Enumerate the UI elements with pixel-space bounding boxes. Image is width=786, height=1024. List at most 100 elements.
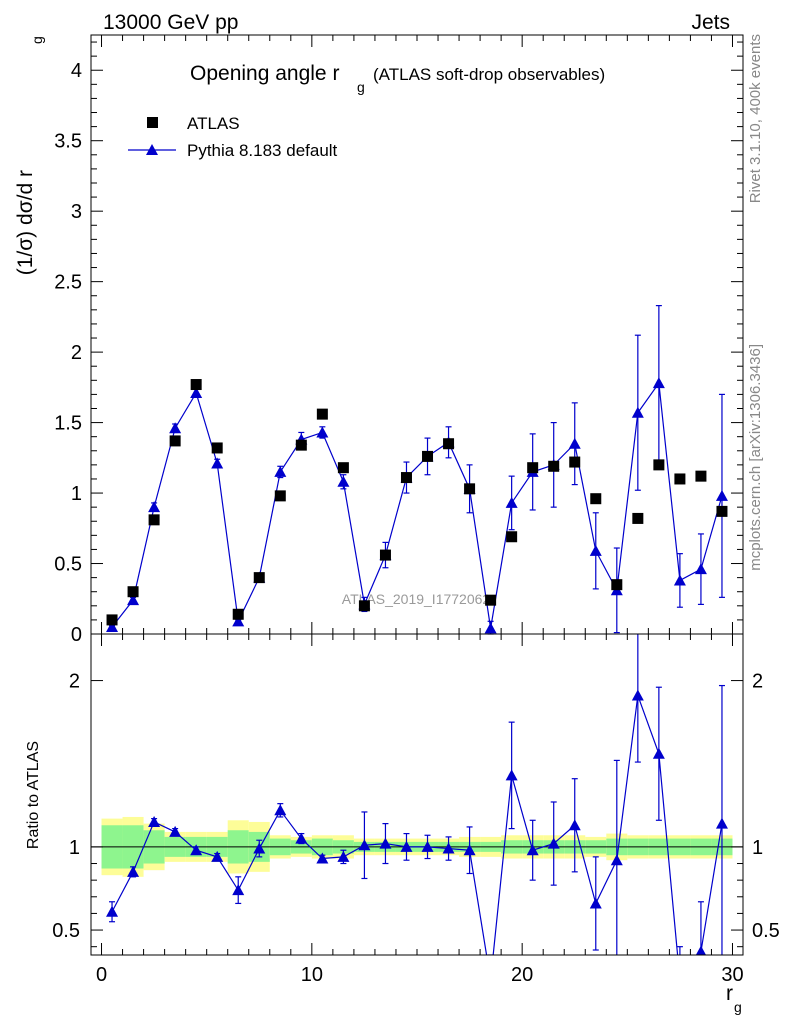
y-tick-label: 0 [71,624,82,646]
ratio-y-tick-label: 1 [69,837,80,859]
main-y-axis: 0 0.5 1 1.5 2 2.5 3 3.5 4 [54,41,743,646]
ratio-point [715,817,728,829]
ratio-point [148,815,161,827]
data-point [716,505,728,517]
data-point [506,531,518,543]
mc-point [106,620,119,632]
ratio-point [253,842,266,854]
data-point [190,379,202,391]
ratio-point [652,747,665,759]
legend-data-label: ATLAS [187,114,240,133]
ratio-point [526,844,539,856]
data-point [569,456,581,468]
ratio-point [211,850,224,862]
main-panel: 0 0.5 1 1.5 2 2.5 3 3.5 4 ATLAS_2019_I1772062 Op… [14,34,744,646]
mc-point [568,437,581,449]
ratio-point [442,842,455,854]
data-point [548,460,560,472]
data-point [316,408,328,420]
mc-point [232,615,245,627]
mcplots-label: mcplots.cern.ch [arXiv:1306.3436] [747,344,764,571]
ratio-point [674,974,686,985]
y-tick-label: 1 [71,483,82,505]
data-point [695,470,707,482]
y-axis-label: (1/σ) dσ/d r [14,170,37,275]
mc-point [337,475,350,487]
ratio-point [400,840,413,852]
ratio-point [610,854,623,866]
data-point [400,472,412,484]
ratio-y-axis: 0.5 0.5 1 1 2 2 [52,671,780,948]
ratio-point [695,945,707,955]
ratio-point [190,844,203,856]
data-point [653,459,665,471]
x-axis-label-sub: g [734,999,742,1015]
data-point [611,579,623,591]
ratio-point [106,905,119,917]
data-point [295,439,307,451]
chart-title: Opening angle r [190,62,339,85]
x-tick-label: 10 [301,964,323,986]
ratio-point [232,884,245,896]
y-tick-label: 3.5 [54,131,82,153]
ratio-point [568,819,581,831]
mc-point [673,574,686,586]
mc-point [316,426,329,438]
ratio-y-tick-label: 2 [69,671,80,693]
ratio-point [631,689,644,701]
x-axis-label: r [726,982,733,1005]
data-point [169,435,181,447]
data-point [590,493,602,505]
ratio-y-axis-label: Ratio to ATLAS [25,741,42,849]
data-point [422,450,434,462]
ratio-point [358,839,371,851]
data-point [443,438,455,450]
data-point [674,473,686,485]
mc-point [148,501,161,513]
mc-point [211,457,224,469]
y-tick-label: 4 [71,60,82,82]
mc-point [127,594,140,606]
data-point [632,512,644,524]
ratio-point [337,850,350,862]
y-axis-label-main: (1/σ) dσ/d r [14,170,37,275]
data-point [253,572,265,584]
data-point [148,514,160,526]
mc-point [589,544,602,556]
ratio-point [295,832,308,844]
data-point [464,483,476,495]
legend-mc-label: Pythia 8.183 default [187,141,338,160]
ratio-line [111,695,723,955]
mc-point [505,496,518,508]
y-tick-label: 3 [71,201,82,223]
ratio-y-tick-label-right: 0.5 [752,920,780,942]
legend-data-marker [147,117,158,128]
data-point [379,549,391,561]
ratio-y-tick-label-right: 2 [752,671,763,693]
data-point [211,442,223,454]
y-tick-label: 1.5 [54,413,82,435]
mc-series [106,305,728,635]
data-series [106,379,728,626]
watermark: ATLAS_2019_I1772062 [342,591,491,607]
y-axis-label-sub: g [29,36,45,44]
ratio-y-tick-label: 0.5 [52,920,80,942]
x-tick-label: 0 [96,964,107,986]
ratio-point [274,804,287,816]
x-tick-label: 20 [511,964,533,986]
data-point [358,600,370,612]
chart-title-extra: (ATLAS soft-drop observables) [373,65,605,84]
ratio-point [547,837,560,849]
ratio-panel: 0.5 0.5 1 1 2 2 0 10 20 30 Ratio to ATLAS r g [25,633,780,1015]
ratio-series [106,634,728,985]
x-tick-label: 30 [721,964,743,986]
chart-title-sub: g [357,79,365,95]
data-point [274,490,286,502]
ratio-point [505,769,518,781]
chart-title-main: Opening angle r [190,62,339,85]
ratio-point [485,974,497,985]
data-point [106,614,118,626]
data-point [337,462,349,474]
ratio-x-axis: 0 10 20 30 [96,634,744,986]
ratio-point [463,844,476,856]
